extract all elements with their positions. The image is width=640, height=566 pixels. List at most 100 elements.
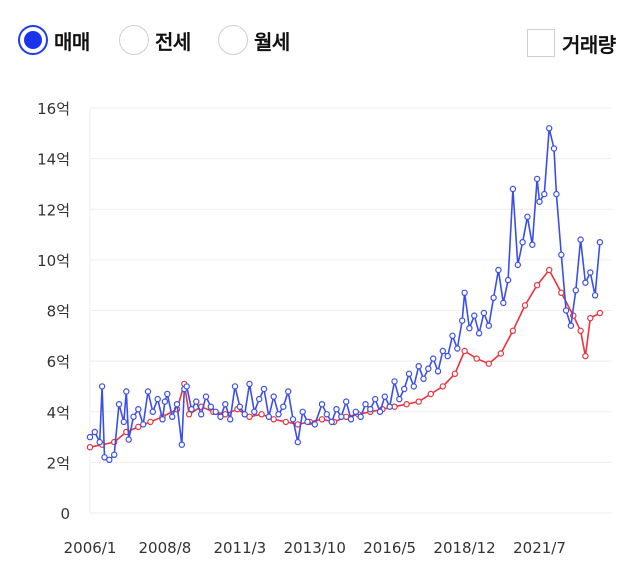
series-point-1 [587,314,594,322]
series-point-0 [459,317,466,324]
series-point-0 [226,416,234,423]
series-point-1 [577,327,584,334]
y-tick-label: 4억 [47,404,70,422]
series-point-0 [123,388,130,395]
series-point-0 [541,190,548,198]
series-point-0 [144,388,152,395]
series-point-0 [415,363,422,370]
series-point-0 [251,408,258,415]
x-tick-label: 2011/3 [213,539,266,557]
series-point-0 [154,395,161,403]
series-point-0 [115,401,123,408]
series-point-0 [430,355,437,362]
series-point-1 [270,416,277,423]
series-point-0 [318,401,326,408]
series-point-0 [294,438,301,446]
x-tick-label: 2013/10 [284,539,346,557]
series-point-0 [338,413,345,420]
series-point-0 [197,411,205,418]
y-tick-label: 6억 [47,353,70,371]
series-point-1 [473,355,480,362]
series-point-0 [386,403,393,410]
series-point-0 [231,383,239,390]
series-point-0 [495,266,502,274]
x-tick-label: 2018/12 [433,539,495,557]
series-point-1 [451,370,459,377]
series-point-0 [444,352,451,360]
radio-jeonse[interactable]: 전세 [119,22,191,58]
series-point-0 [391,378,398,385]
series-point-0 [367,406,374,413]
series-point-0 [323,411,330,418]
series-point-0 [514,261,522,269]
series-point-0 [509,185,517,193]
series-point-0 [490,294,497,301]
series-point-0 [159,416,166,423]
radio-monthly-rent-circle[interactable] [218,25,248,55]
series-point-0 [207,403,214,410]
series-point-1 [86,444,94,451]
series-point-0 [357,413,364,420]
x-tick-label: 2006/1 [64,539,117,557]
series-point-0 [280,403,287,410]
series-point-0 [212,408,219,415]
series-point-0 [241,411,248,418]
series-point-0 [86,433,94,441]
series-point-0 [343,398,350,405]
series-point-0 [504,276,512,284]
series-point-0 [529,241,536,248]
series-point-1 [185,411,193,418]
y-tick-label: 16억 [37,100,70,118]
series-point-1 [258,411,265,418]
radio-sale[interactable]: 매매 [18,22,90,58]
series-point-0 [275,411,282,418]
series-point-0 [582,279,589,286]
series-point-1 [509,327,517,334]
x-tick-label: 2008/8 [139,539,192,557]
series-point-1 [135,423,142,431]
series-point-1 [546,266,553,274]
chart-controls: 매매 전세 월세 거래량 [0,0,640,80]
radio-jeonse-circle[interactable] [119,25,149,55]
series-point-0 [533,175,541,183]
series-point-0 [567,322,575,329]
series-point-0 [91,428,99,436]
series-point-0 [164,390,171,398]
radio-jeonse-label: 전세 [155,29,191,54]
series-point-0 [135,406,142,413]
series-point-0 [500,299,507,307]
series-point-0 [425,365,432,372]
series-point-0 [289,416,297,423]
series-point-0 [265,413,272,420]
x-tick-label: 2016/5 [363,539,416,557]
series-point-0 [311,421,318,428]
series-point-0 [285,388,292,395]
series-point-0 [120,418,128,426]
radio-monthly-rent[interactable]: 월세 [218,22,290,58]
y-tick-label: 14억 [37,151,70,169]
series-point-0 [439,347,446,355]
series-point-0 [173,401,181,408]
series-point-0 [591,292,599,299]
radio-monthly-rent-label: 월세 [254,29,290,54]
y-tick-label: 12억 [37,201,70,219]
series-point-1 [439,383,446,390]
series-point-0 [434,368,442,375]
volume-checkbox-box[interactable] [527,29,555,57]
series-point-0 [270,393,277,400]
series-point-0 [558,251,565,258]
series-point-0 [376,408,384,415]
series-point-0 [130,413,137,420]
series-point-0 [101,454,108,461]
y-tick-label: 0 [60,505,70,523]
series-point-0 [420,375,427,382]
series-point-0 [577,236,584,243]
y-tick-label: 8억 [47,303,70,321]
series-point-0 [217,413,224,420]
series-point-0 [256,395,263,403]
series-point-0 [519,238,526,246]
radio-sale-label: 매매 [54,29,90,54]
radio-sale-circle[interactable] [18,25,48,55]
series-point-1 [318,416,326,423]
volume-checkbox[interactable]: 거래량 [527,28,616,58]
